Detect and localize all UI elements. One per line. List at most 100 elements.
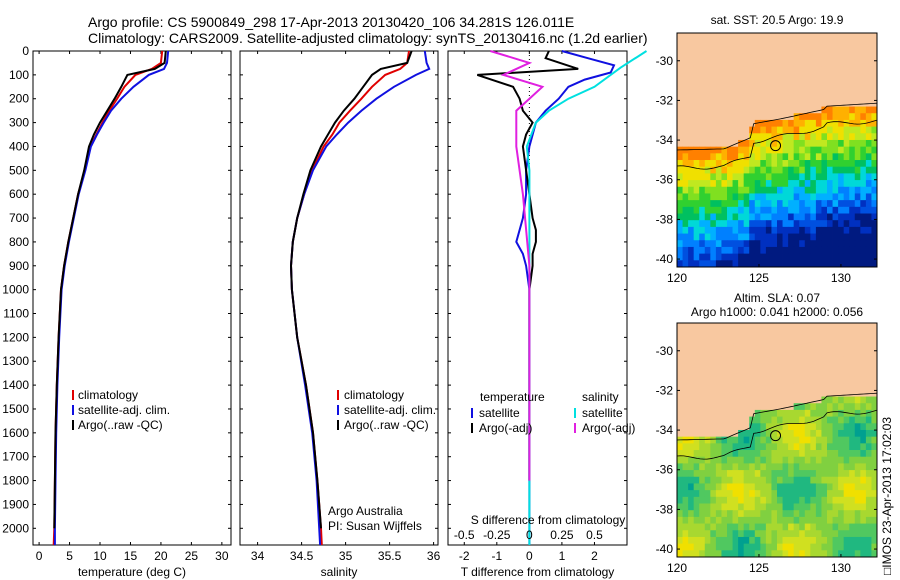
map-cell — [793, 536, 800, 545]
map-cell — [738, 416, 745, 424]
map-cell — [804, 496, 811, 504]
map-cell — [754, 336, 761, 344]
map-cell — [849, 503, 856, 511]
map-cell — [799, 409, 806, 417]
temperature-profile-xlabel: temperature (deg C) — [78, 565, 186, 579]
map-cell — [827, 240, 833, 248]
map-cell — [771, 119, 778, 127]
map-cell — [693, 46, 700, 54]
map-cell — [849, 483, 856, 491]
map-cell — [693, 153, 700, 161]
map-cell — [721, 260, 728, 268]
map-cell — [760, 260, 767, 268]
map-cell — [799, 450, 806, 458]
x-tick-label: 120 — [667, 271, 687, 285]
map-cell — [732, 376, 739, 384]
map-cell — [865, 186, 872, 194]
map-cell — [721, 220, 728, 228]
map-cell — [743, 73, 750, 81]
map-cell — [738, 550, 745, 558]
map-cell — [854, 343, 861, 351]
map-cell — [738, 396, 745, 404]
map-cell — [688, 496, 695, 504]
map-cell — [782, 93, 789, 101]
x-tick-label: 0 — [36, 549, 43, 563]
map-cell — [693, 436, 700, 444]
map-cell — [704, 349, 711, 357]
map-cell — [810, 39, 817, 47]
map-cell — [827, 99, 833, 107]
map-cell — [788, 206, 795, 214]
map-cell — [804, 463, 811, 471]
map-cell — [704, 79, 711, 87]
map-cell — [838, 349, 845, 357]
y-tick-label: 800 — [9, 235, 29, 249]
y-tick-label: -40 — [656, 542, 674, 556]
map-cell — [727, 246, 733, 255]
map-cell — [849, 33, 856, 41]
map-cell — [777, 186, 783, 194]
map-cell — [782, 200, 789, 208]
map-cell — [738, 450, 745, 458]
map-cell — [765, 206, 772, 214]
legend-label: Argo(-adj) — [582, 421, 635, 435]
map-cell — [699, 73, 706, 81]
map-cell — [804, 356, 811, 364]
map-cell — [749, 443, 756, 451]
map-cell — [721, 443, 728, 451]
map-cell — [732, 543, 739, 551]
map-cell — [815, 536, 822, 545]
map-cell — [682, 349, 689, 357]
map-cell — [699, 383, 706, 391]
map-cell — [732, 113, 739, 121]
map-cell — [799, 363, 806, 371]
map-cell — [749, 59, 756, 67]
map-cell — [777, 33, 783, 41]
map-cell — [738, 186, 745, 194]
map-cell — [865, 376, 872, 384]
map-cell — [871, 543, 878, 551]
map-cell — [832, 483, 839, 491]
legend-label: Argo(..raw -QC) — [344, 418, 429, 432]
map-cell — [760, 403, 767, 411]
map-cell — [777, 403, 783, 411]
map-cell — [704, 336, 711, 344]
map-cell — [860, 113, 867, 121]
map-cell — [743, 496, 750, 504]
climatology-title: Climatology: CARS2009. Satellite-adjuste… — [88, 30, 648, 46]
map-cell — [721, 523, 728, 531]
map-cell — [699, 463, 706, 471]
map-cell — [743, 253, 750, 261]
map-cell — [838, 73, 845, 81]
map-cell — [865, 200, 872, 208]
map-cell — [704, 113, 711, 121]
map-cell — [688, 463, 695, 471]
map-cell — [799, 436, 806, 444]
map-cell — [788, 246, 795, 255]
map-cell — [732, 220, 739, 228]
map-cell — [860, 516, 867, 524]
map-cell — [754, 59, 761, 67]
map-cell — [688, 483, 695, 491]
map-cell — [860, 456, 867, 464]
map-cell — [721, 200, 728, 208]
map-cell — [715, 336, 722, 344]
map-cell — [749, 503, 756, 511]
map-cell — [749, 543, 756, 551]
map-cell — [754, 416, 761, 424]
map-cell — [810, 530, 817, 538]
map-cell — [849, 376, 856, 384]
map-cell — [788, 409, 795, 417]
map-cell — [854, 206, 861, 214]
map-cell — [704, 343, 711, 351]
map-cell — [838, 516, 845, 524]
map-cell — [699, 510, 706, 518]
map-cell — [715, 146, 722, 154]
map-cell — [799, 59, 806, 67]
map-cell — [804, 253, 811, 261]
map-cell — [854, 416, 861, 424]
map-cell — [738, 220, 745, 228]
map-cell — [793, 530, 800, 538]
legend-label: climatology — [344, 388, 404, 402]
map-cell — [771, 106, 778, 114]
